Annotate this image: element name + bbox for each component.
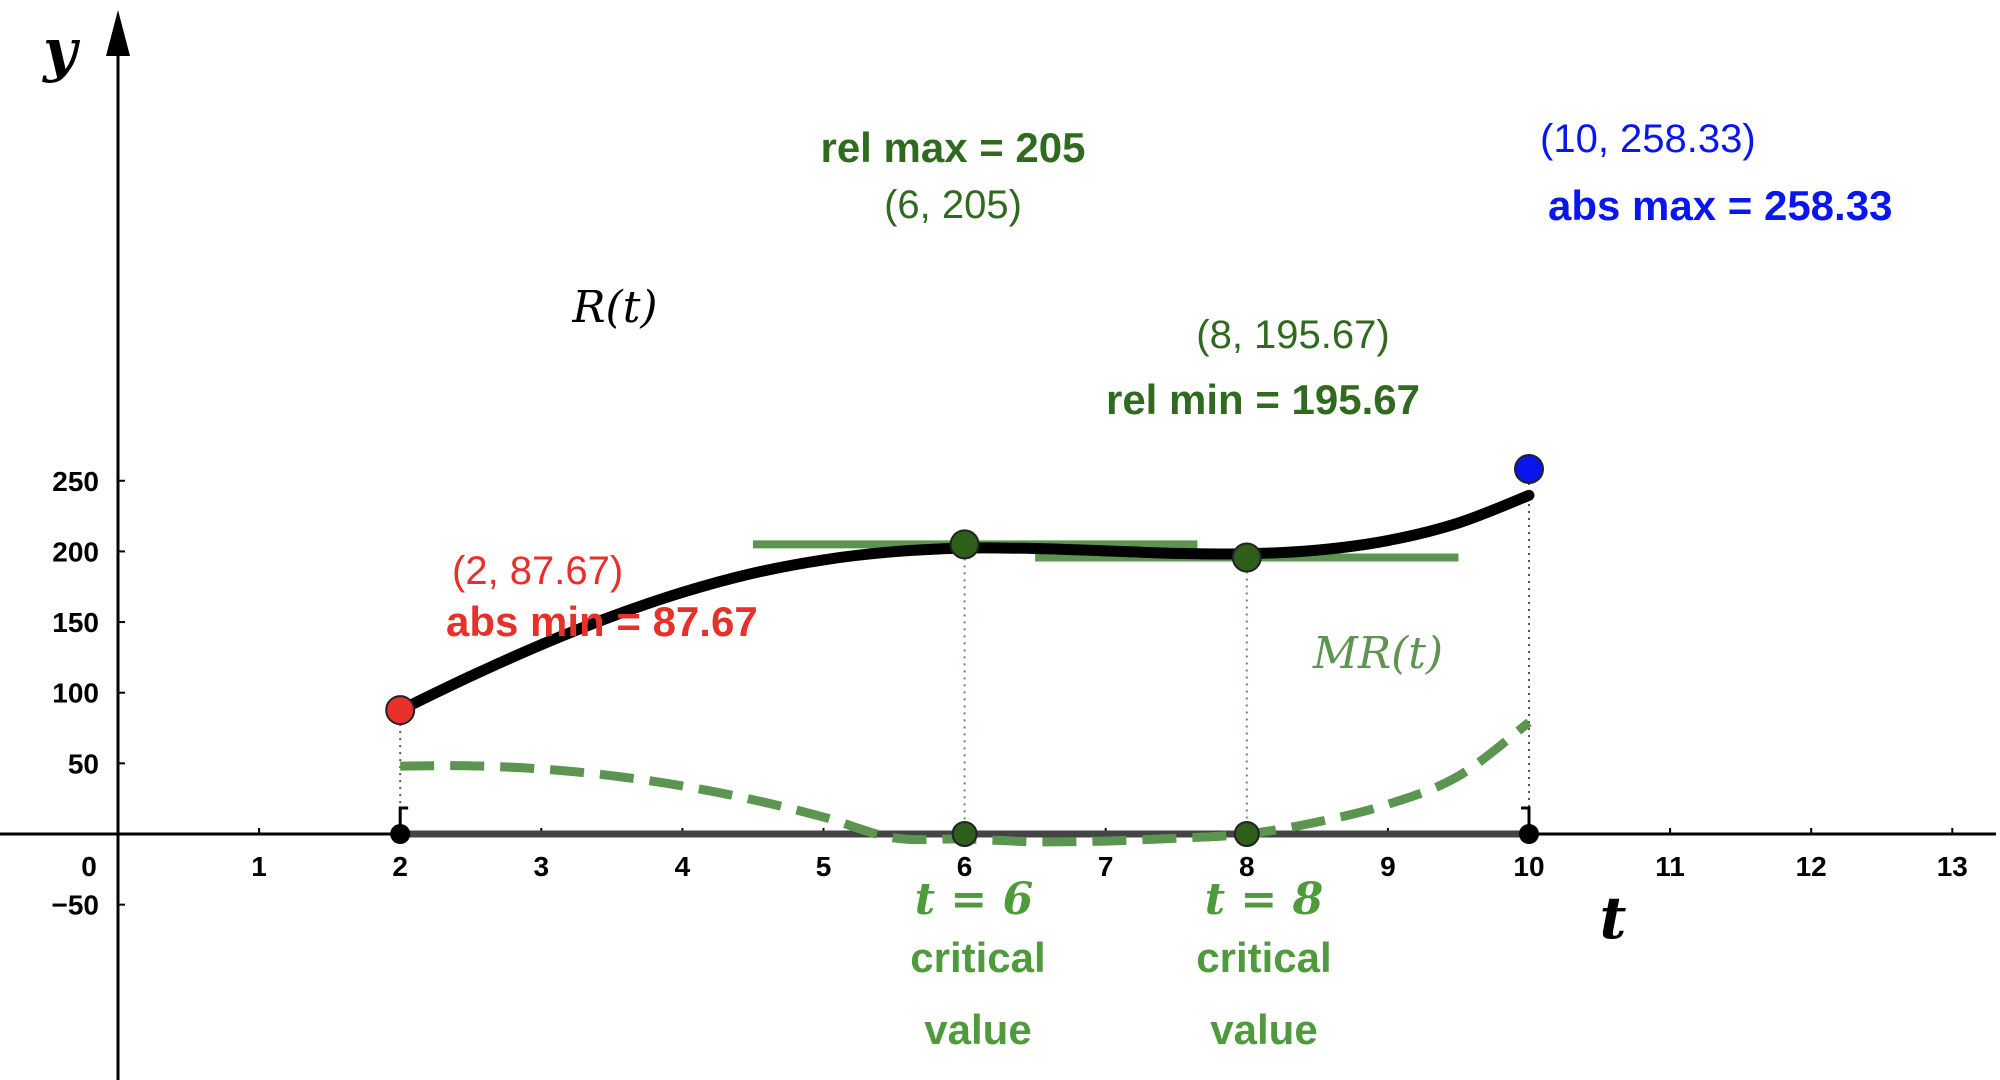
critical-value-label-2-line1: critical — [1196, 934, 1331, 981]
abs-min-label: abs min = 87.67 — [446, 598, 758, 645]
x-tick-label: 12 — [1796, 851, 1827, 882]
y-tick-label: 150 — [52, 607, 99, 638]
x-tick-label: 5 — [816, 851, 832, 882]
guide-lines — [399, 468, 1530, 834]
x-tick-label: 2 — [392, 851, 408, 882]
key-points — [385, 453, 1544, 847]
critical-value-label-1-line2: value — [924, 1006, 1031, 1053]
point-rel-max — [949, 529, 980, 560]
critical-value-equation-2: t = 8 — [1205, 874, 1323, 925]
x-tick-label: 4 — [675, 851, 691, 882]
interval-bracket-right — [1521, 806, 1531, 826]
y-tick-label: 50 — [68, 748, 99, 779]
y-tick-label: 250 — [52, 466, 99, 497]
critical-point-marker — [1233, 821, 1260, 847]
x-tick-label: 11 — [1655, 851, 1685, 882]
point-rel-min — [1231, 542, 1262, 573]
critical-value-label-2-line2: value — [1210, 1006, 1317, 1053]
x-tick-label: 13 — [1937, 851, 1968, 882]
series-label-mr: MR(t) — [1312, 628, 1443, 679]
rel-max-coordinate: (6, 205) — [884, 183, 1022, 227]
y-tick-label: −50 — [52, 890, 100, 921]
abs-min-coordinate: (2, 87.67) — [452, 549, 623, 593]
x-tick-label: 7 — [1098, 851, 1114, 882]
y-tick-label: 200 — [52, 536, 99, 567]
x-tick-label: 9 — [1380, 851, 1396, 882]
rel-max-label: rel max = 205 — [820, 124, 1085, 171]
y-tick-labels: −50 50 100 150 200 250 — [52, 466, 125, 921]
interval-endpoint — [1519, 824, 1539, 844]
series-label-r: R(t) — [571, 282, 657, 333]
interval-bracket-left — [398, 806, 409, 826]
y-axis-arrow — [106, 10, 130, 56]
rel-min-coordinate: (8, 195.67) — [1196, 313, 1389, 357]
rel-min-label: rel min = 195.67 — [1106, 376, 1420, 423]
abs-max-coordinate: (10, 258.33) — [1540, 117, 1756, 161]
critical-value-equation-1: t = 6 — [915, 874, 1033, 925]
x-tick-label: 6 — [957, 851, 973, 882]
point-abs-min — [385, 695, 416, 726]
y-tick-label: 100 — [52, 678, 99, 709]
critical-point-marker — [951, 821, 978, 847]
x-tick-label: 8 — [1239, 851, 1255, 882]
critical-value-label-1-line1: critical — [910, 934, 1045, 981]
x-tick-label: 3 — [534, 851, 550, 882]
interval-endpoint — [390, 824, 411, 844]
x-tick-label: 10 — [1513, 851, 1544, 882]
x-axis-label: t — [1600, 884, 1627, 952]
origin-label: 0 — [81, 851, 97, 882]
y-axis-label: y — [41, 16, 81, 84]
point-abs-max — [1514, 453, 1544, 484]
x-tick-label: 1 — [251, 851, 267, 882]
abs-max-label: abs max = 258.33 — [1548, 182, 1892, 229]
